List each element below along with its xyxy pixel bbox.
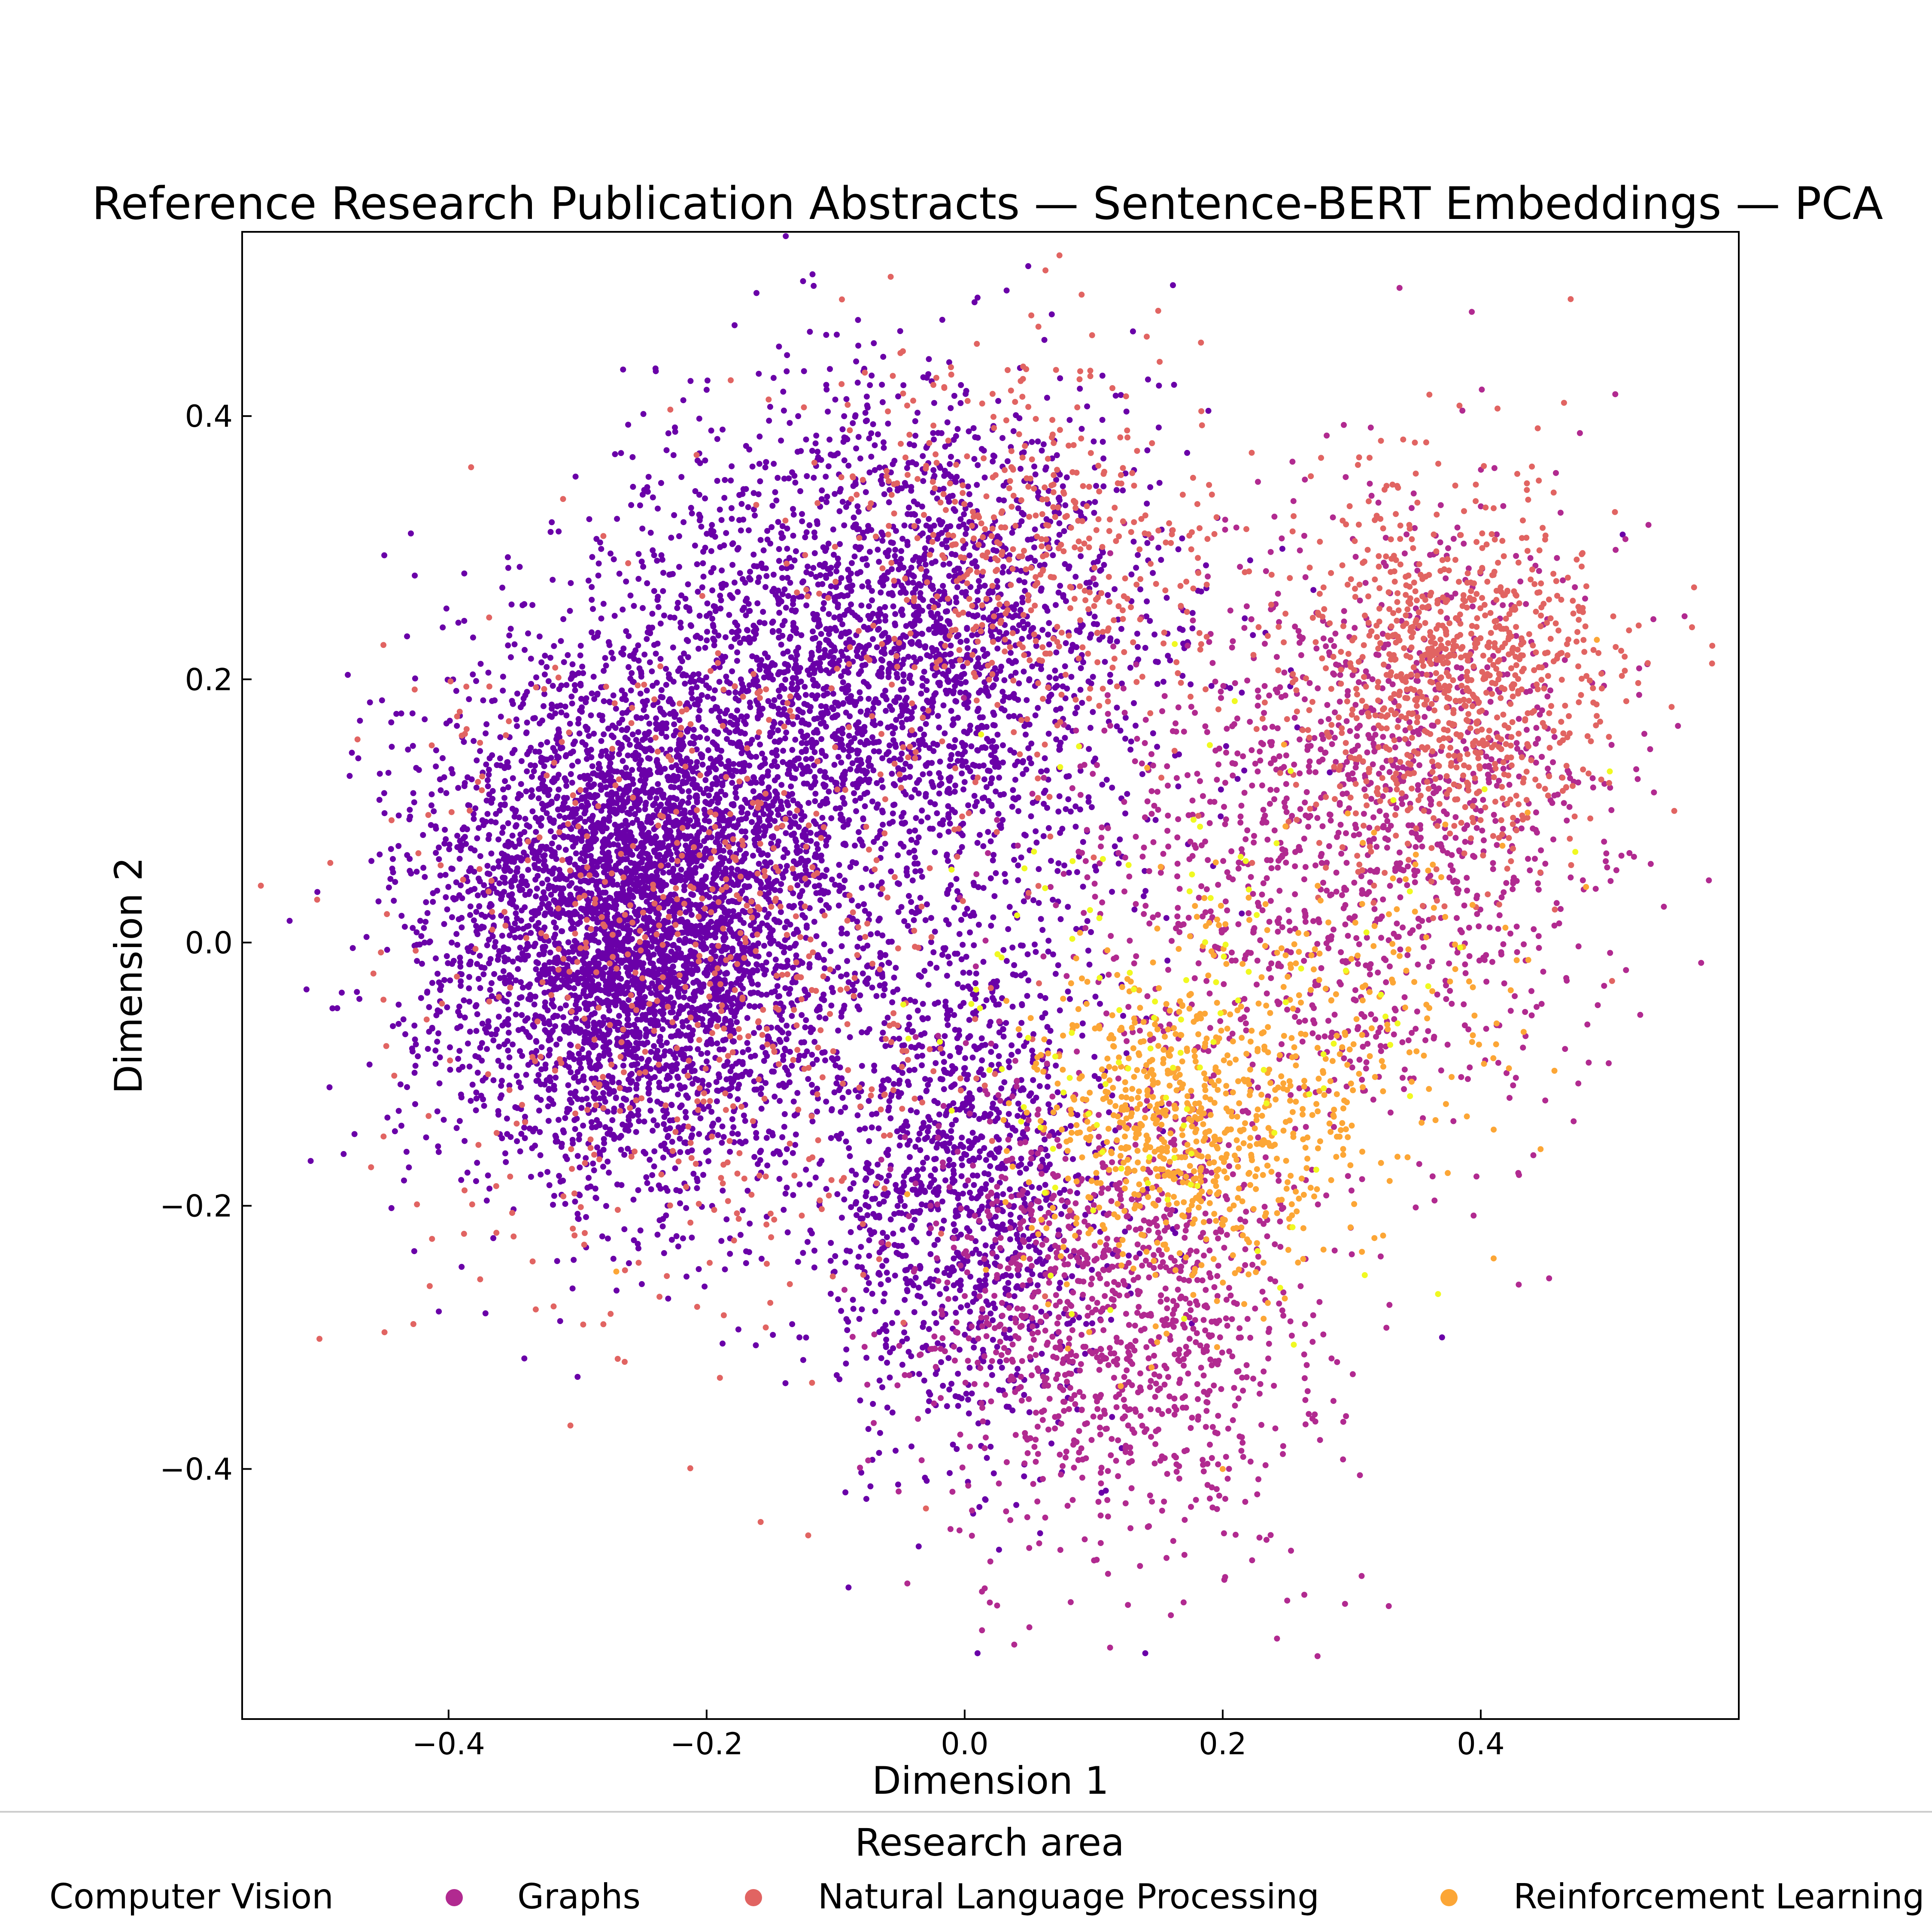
- series-points: [286, 233, 1626, 1656]
- x-tick-label: 0.2: [1199, 1726, 1246, 1762]
- legend-label: Reinforcement Learning: [1513, 1877, 1925, 1917]
- legend-marker: [1440, 1889, 1458, 1906]
- legend-label: Natural Language Processing: [818, 1877, 1319, 1917]
- legend-entry: Graphs: [446, 1877, 641, 1917]
- y-tick-label: 0.0: [185, 925, 233, 960]
- legend-marker: [745, 1889, 762, 1906]
- legend-title: Research area: [855, 1820, 1124, 1865]
- y-tick-label: −0.4: [160, 1452, 233, 1487]
- legend-entry: Reinforcement Learning: [1440, 1877, 1925, 1917]
- y-tick-label: −0.2: [160, 1188, 233, 1224]
- legend-entry: Computer Vision: [49, 1877, 334, 1917]
- chart-title: Reference Research Publication Abstracts…: [92, 177, 1883, 230]
- legend-label: Computer Vision: [49, 1877, 334, 1917]
- x-tick-label: 0.4: [1457, 1726, 1504, 1762]
- y-tick-label: 0.2: [185, 662, 233, 697]
- x-tick-label: 0.0: [941, 1726, 988, 1762]
- series-0: [286, 233, 1626, 1656]
- y-tick-label: 0.4: [185, 399, 233, 434]
- x-tick-label: −0.2: [670, 1726, 743, 1762]
- legend-marker: [446, 1889, 463, 1906]
- y-axis-label: Dimension 2: [106, 857, 151, 1094]
- legend-entry: Natural Language Processing: [745, 1877, 1319, 1917]
- ticks-layer: −0.4 −0.2 0.0 0.2 0.4 −0.4 −0.2 0.0 0.2 0.4: [160, 399, 1505, 1762]
- legend-label: Graphs: [517, 1877, 641, 1917]
- series-points: [841, 285, 1712, 1659]
- legend: Computer Vision Graphs Natural Language Pr…: [49, 1877, 1925, 1917]
- plot-frame: [241, 231, 1740, 1720]
- series-1: [841, 285, 1712, 1659]
- x-axis-label: Dimension 1: [872, 1759, 1109, 1803]
- x-tick-label: −0.4: [412, 1726, 485, 1762]
- points-layer: [258, 233, 1716, 1659]
